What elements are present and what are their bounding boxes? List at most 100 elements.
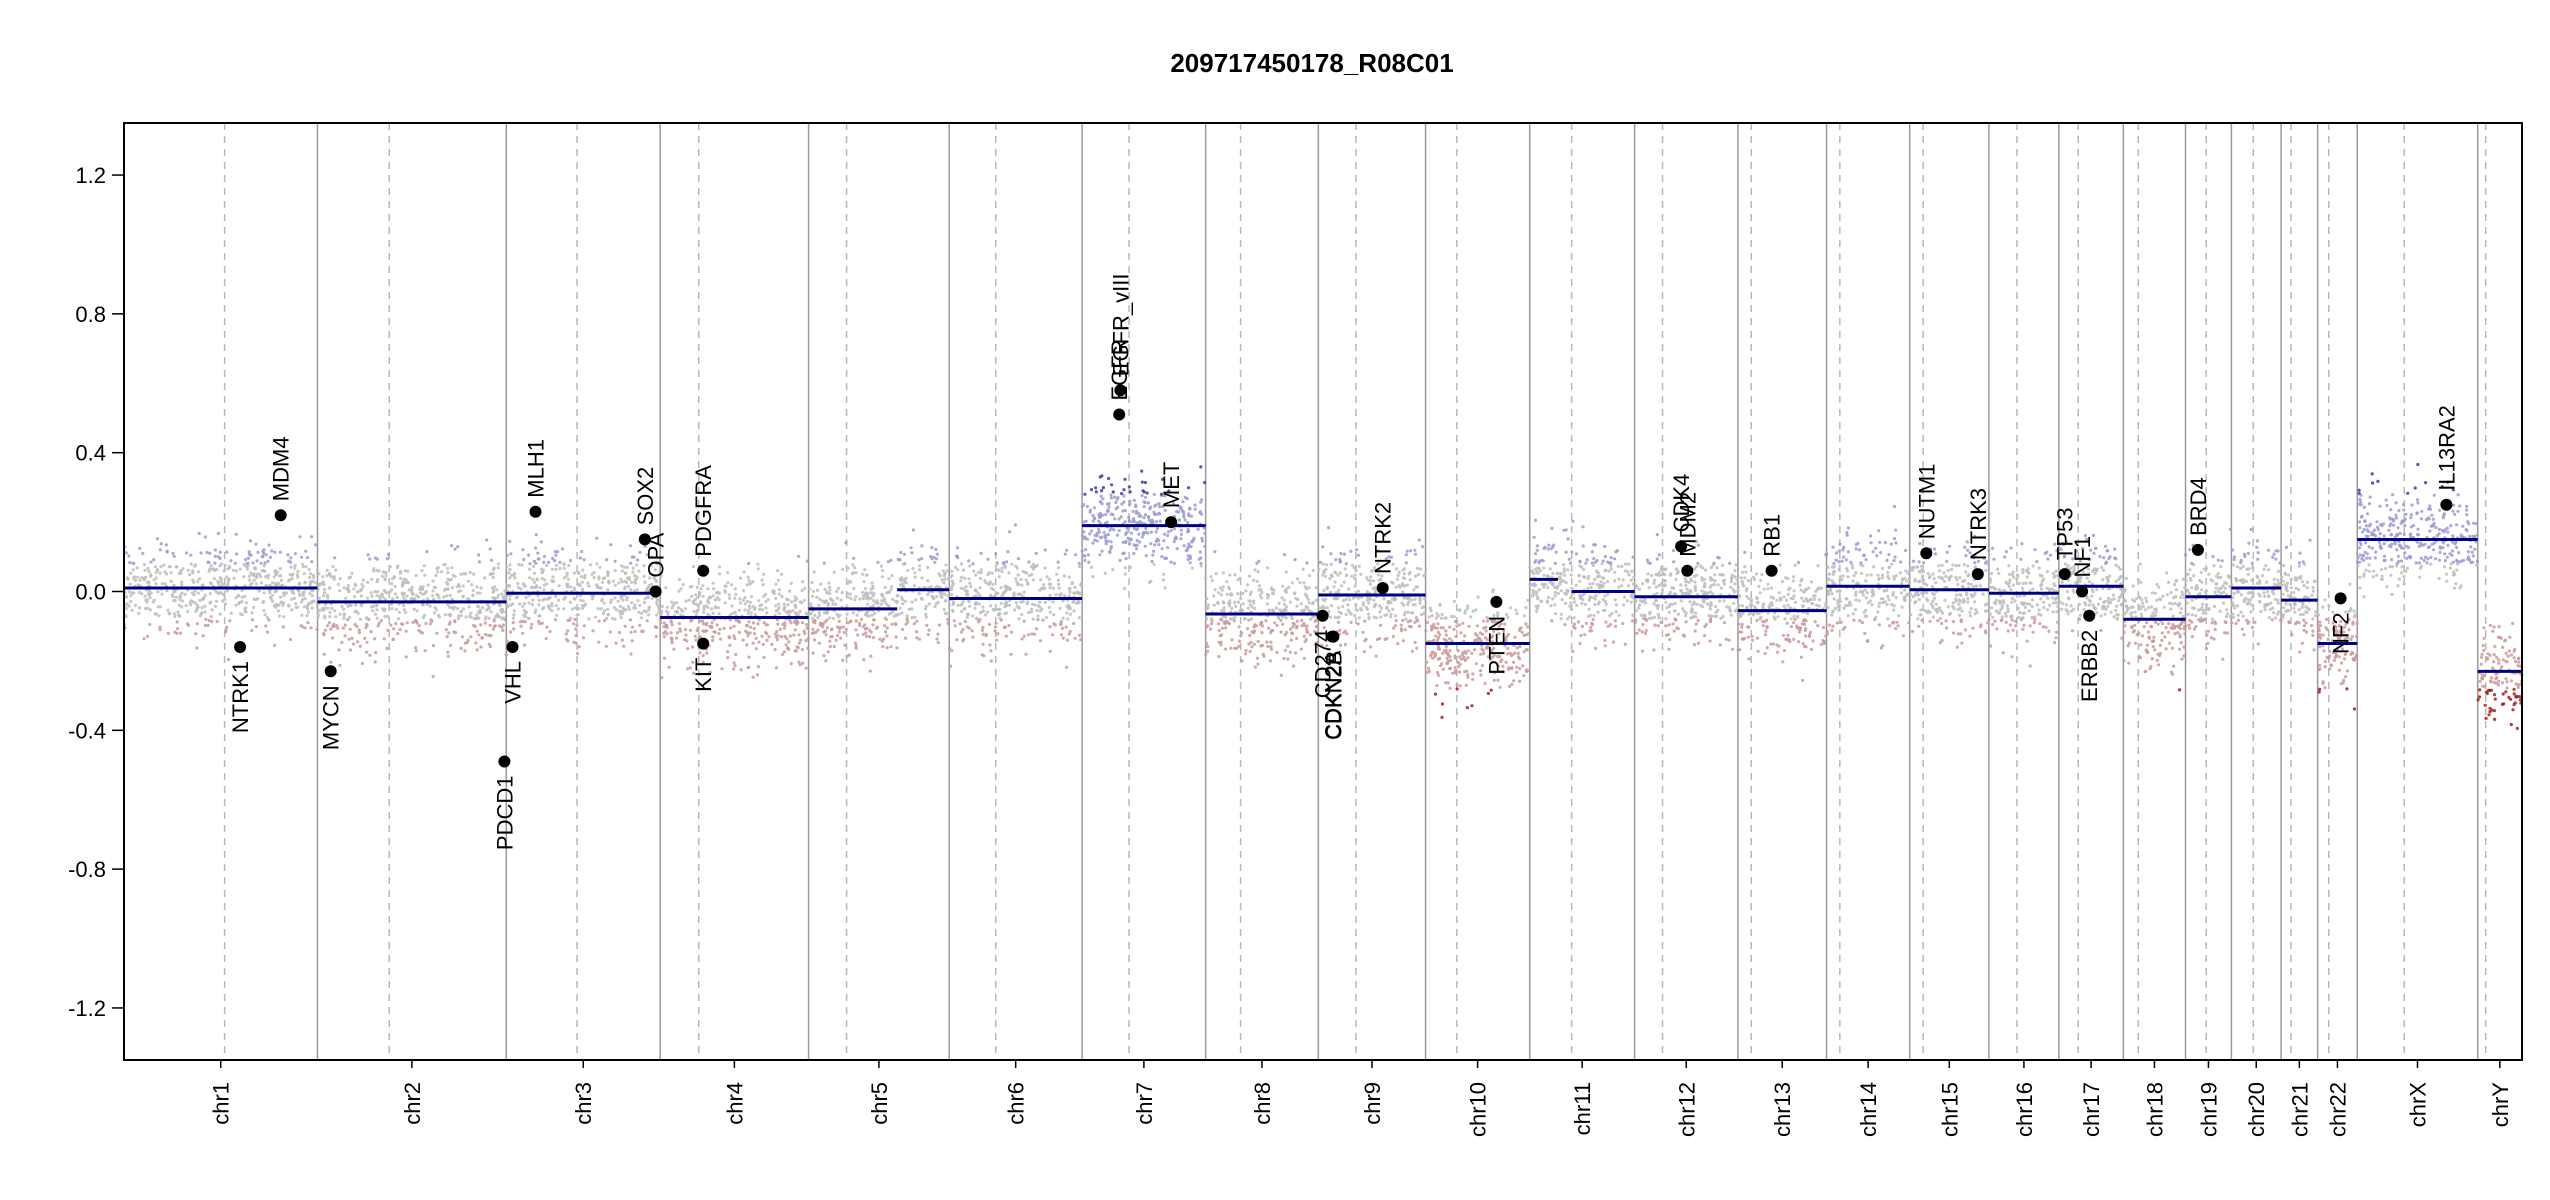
probe-point <box>914 598 918 602</box>
probe-point <box>1823 602 1828 606</box>
probe-point <box>580 580 585 584</box>
probe-point <box>609 543 613 547</box>
probe-point <box>1143 495 1148 499</box>
probe-point <box>1477 636 1481 641</box>
probe-point <box>1792 637 1796 642</box>
probe-point <box>129 599 133 604</box>
probe-point <box>1664 600 1668 604</box>
probe-point <box>391 637 395 642</box>
probe-point <box>1463 658 1468 663</box>
probe-point <box>1756 601 1760 605</box>
probe-point <box>290 577 294 581</box>
probe-point <box>449 643 453 647</box>
probe-point <box>638 550 642 555</box>
probe-point <box>613 559 617 563</box>
probe-point <box>1569 573 1573 577</box>
probe-point <box>1724 637 1728 641</box>
probe-point <box>548 607 552 611</box>
probe-point <box>946 621 950 626</box>
probe-point <box>1715 566 1719 570</box>
probe-point <box>1368 597 1372 602</box>
probe-point <box>1406 602 1410 607</box>
probe-point <box>406 569 410 573</box>
probe-point <box>1743 576 1747 580</box>
probe-point <box>221 582 225 586</box>
probe-point <box>294 605 298 610</box>
probe-point <box>771 590 775 594</box>
probe-point <box>1569 561 1573 565</box>
probe-point <box>1613 624 1618 629</box>
probe-point <box>1438 633 1442 637</box>
probe-point <box>1892 577 1896 581</box>
probe-point <box>715 623 719 627</box>
probe-point <box>800 588 804 593</box>
probe-point <box>1601 598 1605 602</box>
probe-point <box>707 601 711 605</box>
probe-point <box>1034 551 1038 556</box>
probe-point <box>1223 647 1228 651</box>
probe-point <box>792 633 796 637</box>
probe-point <box>959 609 964 614</box>
probe-point <box>623 571 628 576</box>
probe-point <box>1892 504 1897 509</box>
probe-point <box>475 613 479 617</box>
probe-point <box>223 597 227 601</box>
probe-point <box>1846 575 1850 579</box>
probe-point <box>1077 591 1081 595</box>
probe-point <box>289 565 293 569</box>
probe-point <box>910 607 914 611</box>
probe-point <box>1645 580 1650 584</box>
probe-point <box>1643 617 1647 621</box>
probe-point <box>1102 530 1106 535</box>
probe-point <box>375 616 379 620</box>
probe-point <box>302 572 306 576</box>
probe-point <box>1542 566 1546 570</box>
probe-point <box>940 590 944 594</box>
probe-point <box>199 551 203 555</box>
probe-point <box>1216 591 1221 595</box>
probe-point <box>488 547 492 551</box>
probe-point <box>451 573 455 577</box>
probe-point <box>1315 631 1320 635</box>
probe-point <box>1243 617 1247 621</box>
probe-point <box>601 611 606 616</box>
probe-point <box>743 608 747 612</box>
probe-point <box>132 561 136 566</box>
probe-point <box>321 575 325 579</box>
probe-point <box>1448 666 1452 671</box>
probe-point <box>195 603 199 607</box>
probe-point <box>1639 613 1643 617</box>
probe-point <box>831 599 835 603</box>
probe-point <box>1881 576 1885 580</box>
probe-point <box>1501 664 1505 668</box>
probe-point <box>898 606 902 610</box>
probe-point <box>242 575 246 579</box>
probe-point <box>1802 590 1806 594</box>
probe-point <box>691 645 695 649</box>
probe-point <box>1526 625 1530 629</box>
probe-point <box>944 599 948 603</box>
probe-point <box>1842 545 1846 550</box>
probe-point <box>1479 639 1483 643</box>
probe-point <box>1264 619 1268 623</box>
probe-point <box>1134 505 1138 509</box>
probe-point <box>415 609 419 613</box>
probe-point <box>1225 580 1229 584</box>
probe-point <box>1048 582 1053 586</box>
probe-point <box>383 597 387 601</box>
probe-point <box>1282 553 1286 557</box>
probe-point <box>414 573 418 578</box>
probe-point <box>562 566 566 570</box>
probe-point <box>528 562 532 566</box>
probe-point <box>1244 652 1248 656</box>
probe-point <box>1631 613 1635 617</box>
probe-point <box>890 574 894 578</box>
probe-point <box>1721 573 1725 577</box>
probe-point <box>889 645 893 649</box>
probe-point <box>1717 556 1721 560</box>
probe-point <box>1379 623 1383 628</box>
probe-point <box>926 579 930 583</box>
probe-point <box>872 618 876 622</box>
probe-point <box>637 569 641 573</box>
probe-point <box>606 613 610 617</box>
